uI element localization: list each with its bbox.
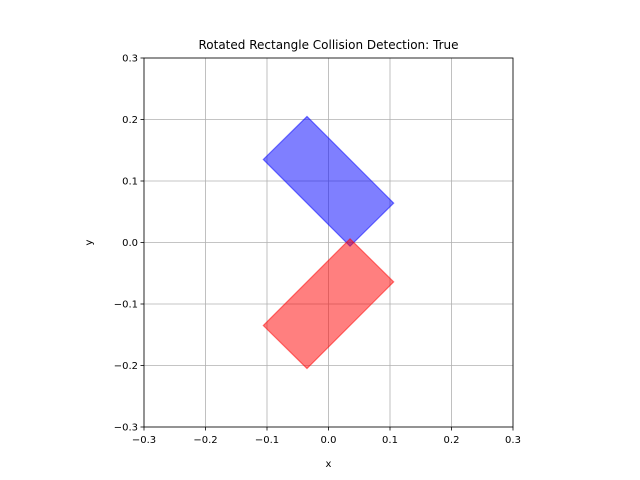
x-tick-label-4: 0.1 [382, 435, 398, 446]
y-axis-label: y [84, 239, 95, 245]
chart-title: Rotated Rectangle Collision Detection: T… [198, 38, 458, 52]
y-tick-label-0: −0.3 [114, 423, 138, 434]
x-tick-label-2: −0.1 [255, 435, 279, 446]
x-tick-label-3: 0.0 [321, 435, 337, 446]
y-tick-label-4: 0.1 [122, 177, 138, 188]
y-tick-label-2: −0.1 [114, 300, 138, 311]
ticks: −0.3 −0.2 −0.1 0.0 0.1 0.2 0.3 −0.3 −0.2 −0.1 0.0 0… [114, 54, 521, 447]
y-tick-label-3: 0.0 [122, 238, 138, 249]
rectangle-2 [262, 237, 395, 370]
x-tick-label-0: −0.3 [132, 435, 156, 446]
y-tick-label-1: −0.2 [114, 361, 138, 372]
x-axis-label: x [326, 459, 332, 470]
y-tick-label-6: 0.3 [122, 54, 138, 65]
y-tick-label-5: 0.2 [122, 115, 138, 126]
shapes [262, 115, 395, 370]
x-tick-label-5: 0.2 [444, 435, 460, 446]
x-tick-label-6: 0.3 [505, 435, 521, 446]
x-tick-label-1: −0.2 [193, 435, 217, 446]
